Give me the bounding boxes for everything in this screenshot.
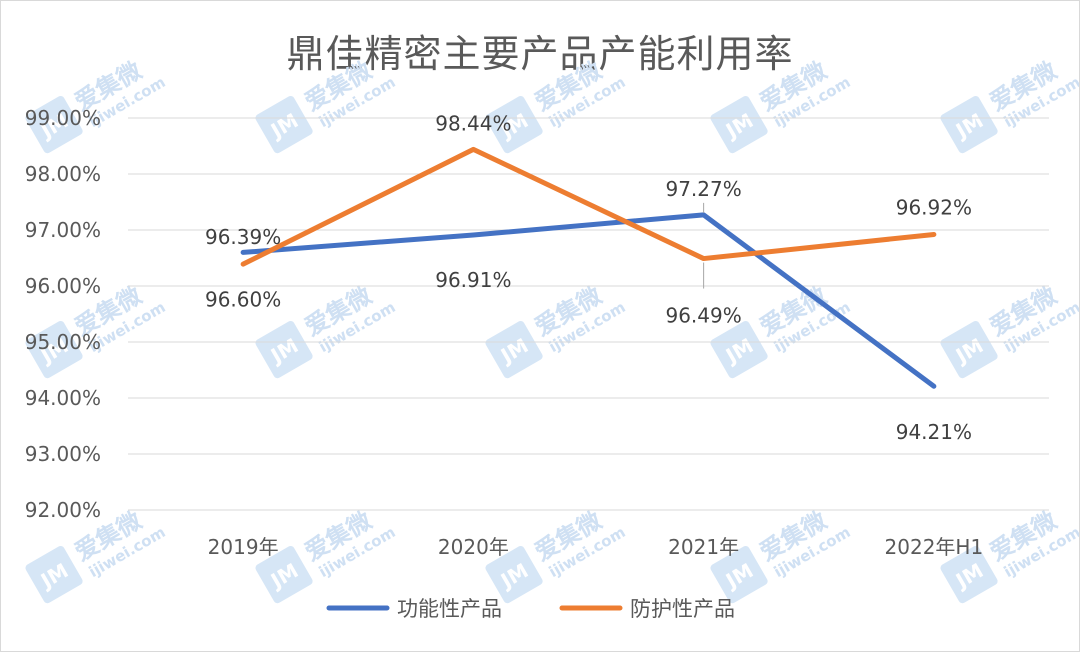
y-tick-label: 92.00%: [25, 498, 101, 522]
watermark-logo-icon: [940, 321, 998, 379]
y-tick-label: 98.00%: [25, 162, 101, 186]
data-label-2: 96.39%: [205, 225, 281, 249]
data-label-2: 98.44%: [435, 111, 511, 135]
chart-title: 鼎佳精密主要产品产能利用率: [286, 32, 794, 76]
x-tick-label: 2022年H1: [885, 535, 984, 559]
watermark-logo-icon: [485, 546, 543, 604]
watermark-logo-icon: [710, 546, 768, 604]
data-label-1: 94.21%: [896, 420, 972, 444]
data-label-1: 97.27%: [665, 177, 741, 201]
legend-label: 防护性产品: [630, 597, 735, 621]
y-tick-label: 99.00%: [25, 106, 101, 130]
watermark-logo-icon: [255, 546, 313, 604]
watermark-logo-icon: [255, 321, 313, 379]
y-tick-label: 97.00%: [25, 218, 101, 242]
watermark-logo-icon: [940, 96, 998, 154]
legend-label: 功能性产品: [397, 597, 502, 621]
series-line-2: [240, 146, 937, 267]
x-tick-label: 2020年: [438, 535, 509, 559]
watermark-logo-icon: [485, 96, 543, 154]
watermark-logo-icon: [25, 96, 83, 154]
watermark-logo-icon: [25, 321, 83, 379]
watermark-logo-icon: [485, 321, 543, 379]
y-tick-label: 93.00%: [25, 442, 101, 466]
x-tick-label: 2021年: [668, 535, 739, 559]
y-tick-label: 94.00%: [25, 386, 101, 410]
data-label-2: 96.49%: [665, 304, 741, 328]
watermark-logo-icon: [255, 96, 313, 154]
data-label-1: 96.91%: [435, 268, 511, 292]
watermark-logo-icon: [25, 546, 83, 604]
data-label-1: 96.60%: [205, 287, 281, 311]
y-tick-label: 96.00%: [25, 274, 101, 298]
y-tick-label: 95.00%: [25, 330, 101, 354]
watermark-logo-icon: [710, 96, 768, 154]
x-tick-label: 2019年: [208, 535, 279, 559]
watermark-logo-icon: [940, 546, 998, 604]
data-label-2: 96.92%: [896, 195, 972, 219]
series-line-1: [240, 212, 937, 389]
watermark-logo-icon: [710, 321, 768, 379]
